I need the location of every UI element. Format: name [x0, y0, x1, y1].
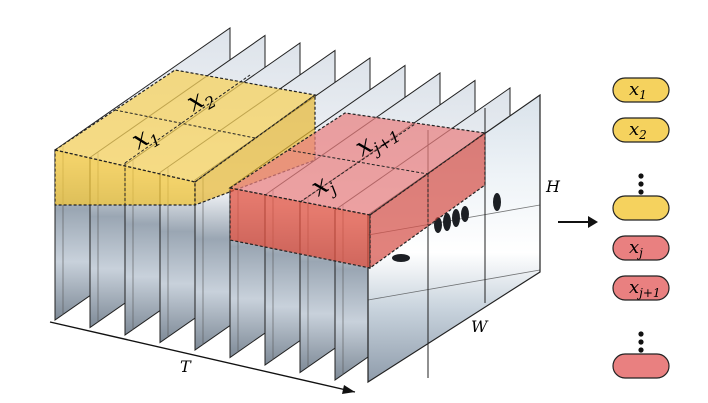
- flatten-arrow: [558, 216, 598, 228]
- penguin-figures: [392, 193, 501, 262]
- ellipsis-dot: [638, 181, 644, 187]
- token-label: xj+1: [629, 277, 661, 300]
- token-pill: [612, 275, 670, 301]
- height-axis-label: H: [545, 177, 561, 196]
- token-pill: [612, 77, 670, 103]
- time-axis: [49, 321, 356, 394]
- token-pill: [612, 353, 670, 379]
- token-pill: [612, 235, 670, 261]
- width-axis-label: W: [471, 317, 489, 336]
- token-sequence: x1 x2 xj xj+1: [612, 77, 670, 379]
- ellipsis-dot: [638, 331, 644, 337]
- token-label: x2: [629, 119, 647, 142]
- ellipsis-dot: [638, 339, 644, 345]
- token-pill: [612, 195, 670, 221]
- ellipsis-dot: [638, 189, 644, 195]
- tube-red: [228, 112, 487, 270]
- ellipsis-dot: [638, 347, 644, 353]
- token-pill: [612, 117, 670, 143]
- token-label: x1: [629, 79, 647, 102]
- ellipsis-dot: [638, 173, 644, 179]
- time-axis-label: T: [180, 357, 192, 376]
- tube-yellow: [53, 69, 317, 206]
- token-label: xj: [629, 237, 643, 260]
